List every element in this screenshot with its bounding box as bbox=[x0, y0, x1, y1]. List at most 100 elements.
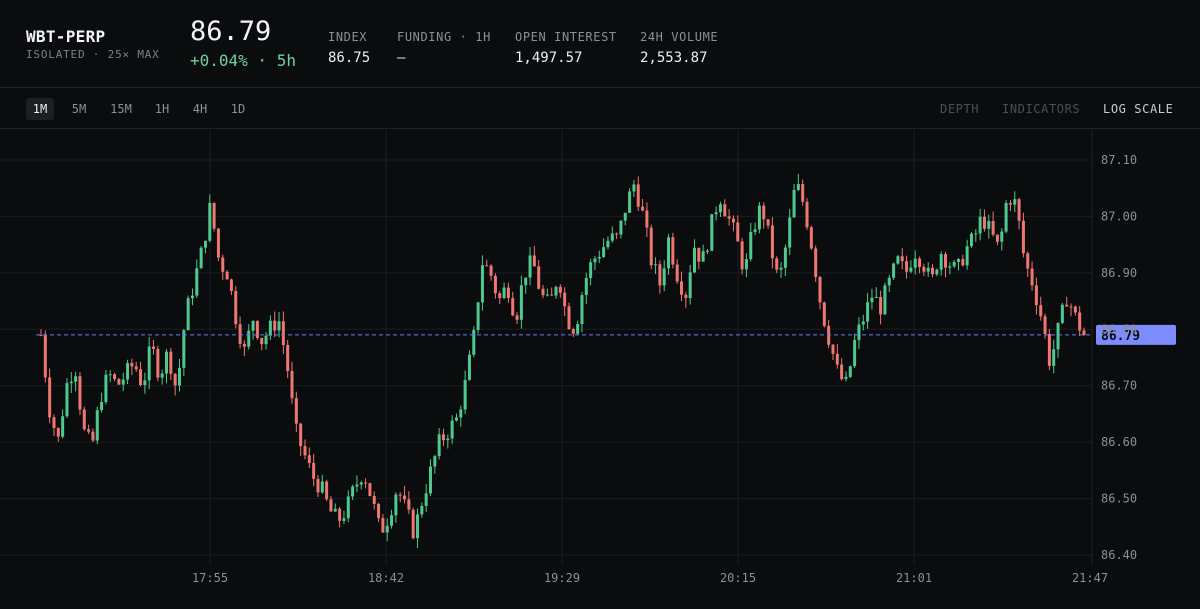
candle-body bbox=[152, 346, 156, 349]
candle-body bbox=[788, 217, 792, 248]
candle-body bbox=[645, 210, 649, 228]
candle-body bbox=[454, 417, 458, 421]
candle-body bbox=[978, 216, 982, 234]
timeframe-4h[interactable]: 4H bbox=[192, 102, 208, 116]
candle-body bbox=[407, 499, 411, 510]
candle-body bbox=[636, 184, 640, 207]
candle-body bbox=[874, 297, 878, 299]
candle-body bbox=[78, 376, 82, 410]
candle-body bbox=[1069, 306, 1073, 308]
candle-body bbox=[190, 295, 194, 299]
candle-body bbox=[1078, 312, 1082, 331]
candle-body bbox=[424, 493, 428, 506]
candle-body bbox=[714, 212, 718, 215]
candle-body bbox=[831, 344, 835, 354]
candle-body bbox=[770, 225, 774, 259]
candle-body bbox=[879, 297, 883, 315]
candle-body bbox=[1021, 220, 1025, 254]
candle-body bbox=[701, 251, 705, 262]
candle-body bbox=[766, 219, 770, 226]
candle-body bbox=[182, 330, 186, 368]
candle-body bbox=[264, 335, 268, 345]
candle-body bbox=[43, 335, 47, 378]
candle-body bbox=[74, 376, 78, 382]
candle-body bbox=[554, 286, 558, 296]
candle-body bbox=[658, 264, 662, 286]
y-tick-label: 86.70 bbox=[1101, 379, 1137, 393]
price-chart[interactable]: 86.79 87.10 87.00 86.90 86.80 86.70 86.60 86.5… bbox=[0, 130, 1200, 605]
candle-body bbox=[329, 499, 333, 512]
timeframe-5m[interactable]: 5M bbox=[71, 102, 87, 116]
candle-body bbox=[628, 191, 632, 213]
timeframe-1m[interactable]: 1M bbox=[26, 98, 54, 120]
candle-body bbox=[1082, 330, 1086, 336]
candle-body bbox=[519, 285, 523, 320]
candle-body bbox=[346, 496, 350, 519]
candle-body bbox=[338, 508, 342, 521]
candle-body bbox=[303, 446, 307, 456]
candle-body bbox=[459, 409, 463, 418]
indicators-toggle[interactable]: INDICATORS bbox=[1002, 102, 1081, 116]
candle-body bbox=[563, 292, 567, 307]
candle-body bbox=[1043, 316, 1047, 334]
candle-body bbox=[692, 247, 696, 273]
candle-body bbox=[260, 337, 264, 345]
candle-body bbox=[130, 363, 134, 367]
candle-body bbox=[615, 233, 619, 235]
candle-body bbox=[320, 481, 324, 493]
candle-body bbox=[299, 423, 303, 447]
timeframe-15m[interactable]: 15M bbox=[110, 102, 132, 116]
candle-body bbox=[1039, 305, 1043, 317]
candle-body bbox=[273, 320, 277, 331]
timeframe-1h[interactable]: 1H bbox=[154, 102, 170, 116]
candle-body bbox=[926, 267, 930, 272]
candle-body bbox=[892, 263, 896, 278]
candle-body bbox=[918, 258, 922, 267]
y-tick-label: 87.00 bbox=[1101, 209, 1137, 223]
candle-body bbox=[381, 518, 385, 533]
market-symbol[interactable]: WBT-PERP bbox=[26, 27, 106, 46]
candle-body bbox=[377, 503, 381, 519]
candle-body bbox=[502, 287, 506, 299]
candle-body bbox=[610, 233, 614, 241]
timeframe-1d[interactable]: 1D bbox=[230, 102, 246, 116]
candle-body bbox=[969, 233, 973, 247]
candle-body bbox=[195, 268, 199, 296]
candle-body bbox=[956, 259, 960, 262]
candle-body bbox=[476, 302, 480, 330]
candle-body bbox=[229, 279, 233, 292]
candle-body bbox=[420, 505, 424, 515]
candle-body bbox=[147, 346, 151, 381]
candle-body bbox=[290, 370, 294, 399]
last-price-tag-label: 86.79 bbox=[1101, 329, 1140, 344]
stat-funding: FUNDING · 1H — bbox=[397, 30, 491, 66]
candle-body bbox=[688, 272, 692, 299]
candle-body bbox=[446, 438, 450, 441]
candle-body bbox=[117, 379, 121, 385]
candlestick-chart[interactable]: 86.79 87.10 87.00 86.90 86.80 86.70 86.60 86.5… bbox=[0, 130, 1200, 605]
candle-body bbox=[221, 257, 225, 272]
candle-body bbox=[48, 377, 52, 418]
candle-body bbox=[809, 227, 813, 249]
candle-body bbox=[351, 486, 355, 497]
y-tick-label: 86.60 bbox=[1101, 435, 1137, 449]
x-tick-label: 21:01 bbox=[896, 571, 932, 585]
candle-body bbox=[532, 255, 536, 267]
candle-body bbox=[675, 264, 679, 282]
candle-body bbox=[944, 254, 948, 268]
stat-index: INDEX 86.75 bbox=[328, 30, 370, 66]
candle-body bbox=[528, 255, 532, 278]
log-scale-toggle[interactable]: LOG SCALE bbox=[1103, 102, 1174, 116]
candle-body bbox=[61, 416, 65, 437]
candle-body bbox=[467, 354, 471, 380]
candle-body bbox=[515, 315, 519, 320]
candle-body bbox=[974, 233, 978, 235]
candle-body bbox=[113, 374, 117, 380]
candle-body bbox=[900, 256, 904, 262]
candle-body bbox=[744, 259, 748, 270]
candle-body bbox=[680, 281, 684, 295]
x-axis: 17:55 18:42 19:29 20:15 21:01 21:47 bbox=[192, 571, 1108, 585]
candle-body bbox=[177, 367, 181, 386]
depth-toggle[interactable]: DEPTH bbox=[940, 102, 980, 116]
candle-body bbox=[662, 268, 666, 286]
